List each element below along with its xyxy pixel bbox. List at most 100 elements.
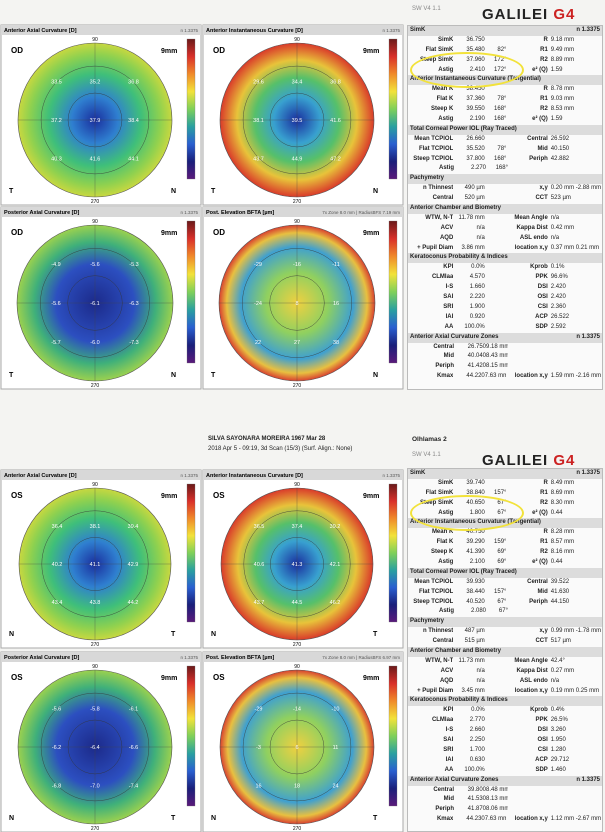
parameter-value xyxy=(485,85,507,95)
parameter-value: 8.49 mm xyxy=(548,479,602,489)
parameter-label: Flat TCPIOL xyxy=(408,588,453,598)
orientation-label: 270 xyxy=(293,642,302,648)
parameter-label: R2 xyxy=(506,105,547,115)
map-value: 39.4 xyxy=(128,524,139,530)
panel-title: Posterior Axial Curvature [D] xyxy=(4,655,79,661)
zone-size: 9mm xyxy=(363,230,379,237)
map-value: -5.6 xyxy=(51,301,60,307)
parameter-row: n Thinnest487 µmx,y0.99 mm -1.78 mm xyxy=(408,627,602,637)
parameter-label: Mid xyxy=(506,588,547,598)
orientation-label: 270 xyxy=(293,383,302,389)
parameter-value: 8.89 mm xyxy=(548,56,602,66)
parameter-value: 39.290 xyxy=(453,538,485,548)
panel-scale: 7x Zone 8.0 mm | RadiusBFS 7.19 mm xyxy=(322,210,400,215)
parameter-value: 1.12 mm -2.67 mm xyxy=(548,815,602,825)
parameter-label: R1 xyxy=(506,538,547,548)
map-value: 47.2 xyxy=(330,157,341,163)
eye-label: OS xyxy=(11,491,23,500)
parameter-value: 26.660 xyxy=(453,135,485,145)
orientation-label: N xyxy=(171,188,176,195)
orientation-label: N xyxy=(373,372,378,379)
map-value: -14 xyxy=(293,707,301,713)
parameter-label: ACV xyxy=(408,224,453,234)
parameter-row: Flat K37.36078°R19.03 mm xyxy=(408,95,602,105)
color-scale xyxy=(187,484,195,622)
parameter-value: 2.360 xyxy=(548,303,602,313)
section-scale: n 1.3375 xyxy=(576,333,600,343)
orientation-label: 90 xyxy=(92,37,98,43)
brand-model: G4 xyxy=(553,452,575,469)
parameter-label: WTW, N-T xyxy=(408,214,453,224)
parameter-label: + Pupil Diam xyxy=(408,244,453,254)
parameter-row: IAI0.630ACP29.712 xyxy=(408,756,602,766)
map-value: -5.6 xyxy=(90,262,99,268)
map-value: 36.8 xyxy=(128,80,139,86)
parameter-value: 8.13 mm xyxy=(486,795,508,805)
parameter-label: ASL endo xyxy=(506,234,547,244)
map-value: 24 xyxy=(332,784,338,790)
parameter-value: 159° xyxy=(485,538,507,548)
map-value: -6.6 xyxy=(129,745,138,751)
parameter-label: R xyxy=(506,36,547,46)
parameter-label: Periph xyxy=(408,805,454,815)
parameter-row: CLMIaa4.570PPK96.6% xyxy=(408,273,602,283)
parameter-value: 2.100 xyxy=(453,558,485,568)
parameter-value: 78° xyxy=(485,145,507,155)
parameter-value: n/a xyxy=(453,667,485,677)
map-value: 38.1 xyxy=(90,524,101,530)
parameter-value: 0.19 mm 0.25 mm xyxy=(548,687,602,697)
parameter-value xyxy=(485,756,507,766)
parameter-label: SDP xyxy=(506,323,547,333)
map-value: -29 xyxy=(255,707,263,713)
orientation-label: N xyxy=(171,372,176,379)
map-value: -7.0 xyxy=(90,784,99,790)
parameter-label: SimK xyxy=(408,36,453,46)
parameter-label: Astig xyxy=(408,164,454,174)
parameter-label: location x,y xyxy=(506,815,547,825)
parameter-value: 1.900 xyxy=(453,303,485,313)
panel-scale: n 1.3375 xyxy=(180,210,198,215)
parameter-value: 8.57 mm xyxy=(548,538,602,548)
parameter-row: Periph41.4208.15 mm xyxy=(408,362,602,372)
parameter-label: e² (Q) xyxy=(506,558,547,568)
parameter-label: Flat K xyxy=(408,538,453,548)
parameter-value: 3.260 xyxy=(548,726,602,736)
parameter-value: 67° xyxy=(486,607,508,617)
parameter-row: SimK39.740R8.49 mm xyxy=(408,479,602,489)
parameter-row: AQDn/aASL endon/a xyxy=(408,677,602,687)
parameter-value xyxy=(485,528,507,538)
parameter-label: AQD xyxy=(408,677,453,687)
parameter-value: 8.15 mm xyxy=(486,362,508,372)
parameter-label: R xyxy=(506,479,547,489)
parameter-value: 39.740 xyxy=(453,479,485,489)
section-title: Anterior Axial Curvature Zones xyxy=(410,333,498,343)
section-header: SimKn 1.3375 xyxy=(408,26,602,36)
orientation-label: N xyxy=(9,631,14,638)
parameter-label: AA xyxy=(408,766,453,776)
parameter-label: + Pupil Diam xyxy=(408,687,453,697)
orientation-label: N xyxy=(211,631,216,638)
highlight-marker xyxy=(410,495,524,531)
map-value: -11 xyxy=(332,262,340,268)
parameter-label: R2 xyxy=(506,548,547,558)
panel-title: Post. Elevation BFTA [µm] xyxy=(206,210,274,216)
parameter-label: KPI xyxy=(408,263,453,273)
parameter-value xyxy=(485,184,507,194)
parameter-label: Mean TCPIOL xyxy=(408,578,453,588)
map-value: -6.3 xyxy=(129,301,138,307)
map-value: -5.8 xyxy=(90,707,99,713)
parameter-label: I-S xyxy=(408,726,453,736)
map-value: -6.2 xyxy=(52,745,61,751)
section-header: Anterior Chamber and Biometry xyxy=(408,204,602,214)
panel-scale: 7x Zone 8.0 mm | RadiusBFS 6.97 mm xyxy=(322,655,400,660)
map-value: 36.8 xyxy=(330,80,341,86)
map-value: 16 xyxy=(333,301,339,307)
parameter-value: n/a xyxy=(453,234,485,244)
map-value: 42.9 xyxy=(128,562,139,568)
parameter-label: Kappa Dist xyxy=(506,667,547,677)
parameter-label: Steep K xyxy=(408,105,453,115)
